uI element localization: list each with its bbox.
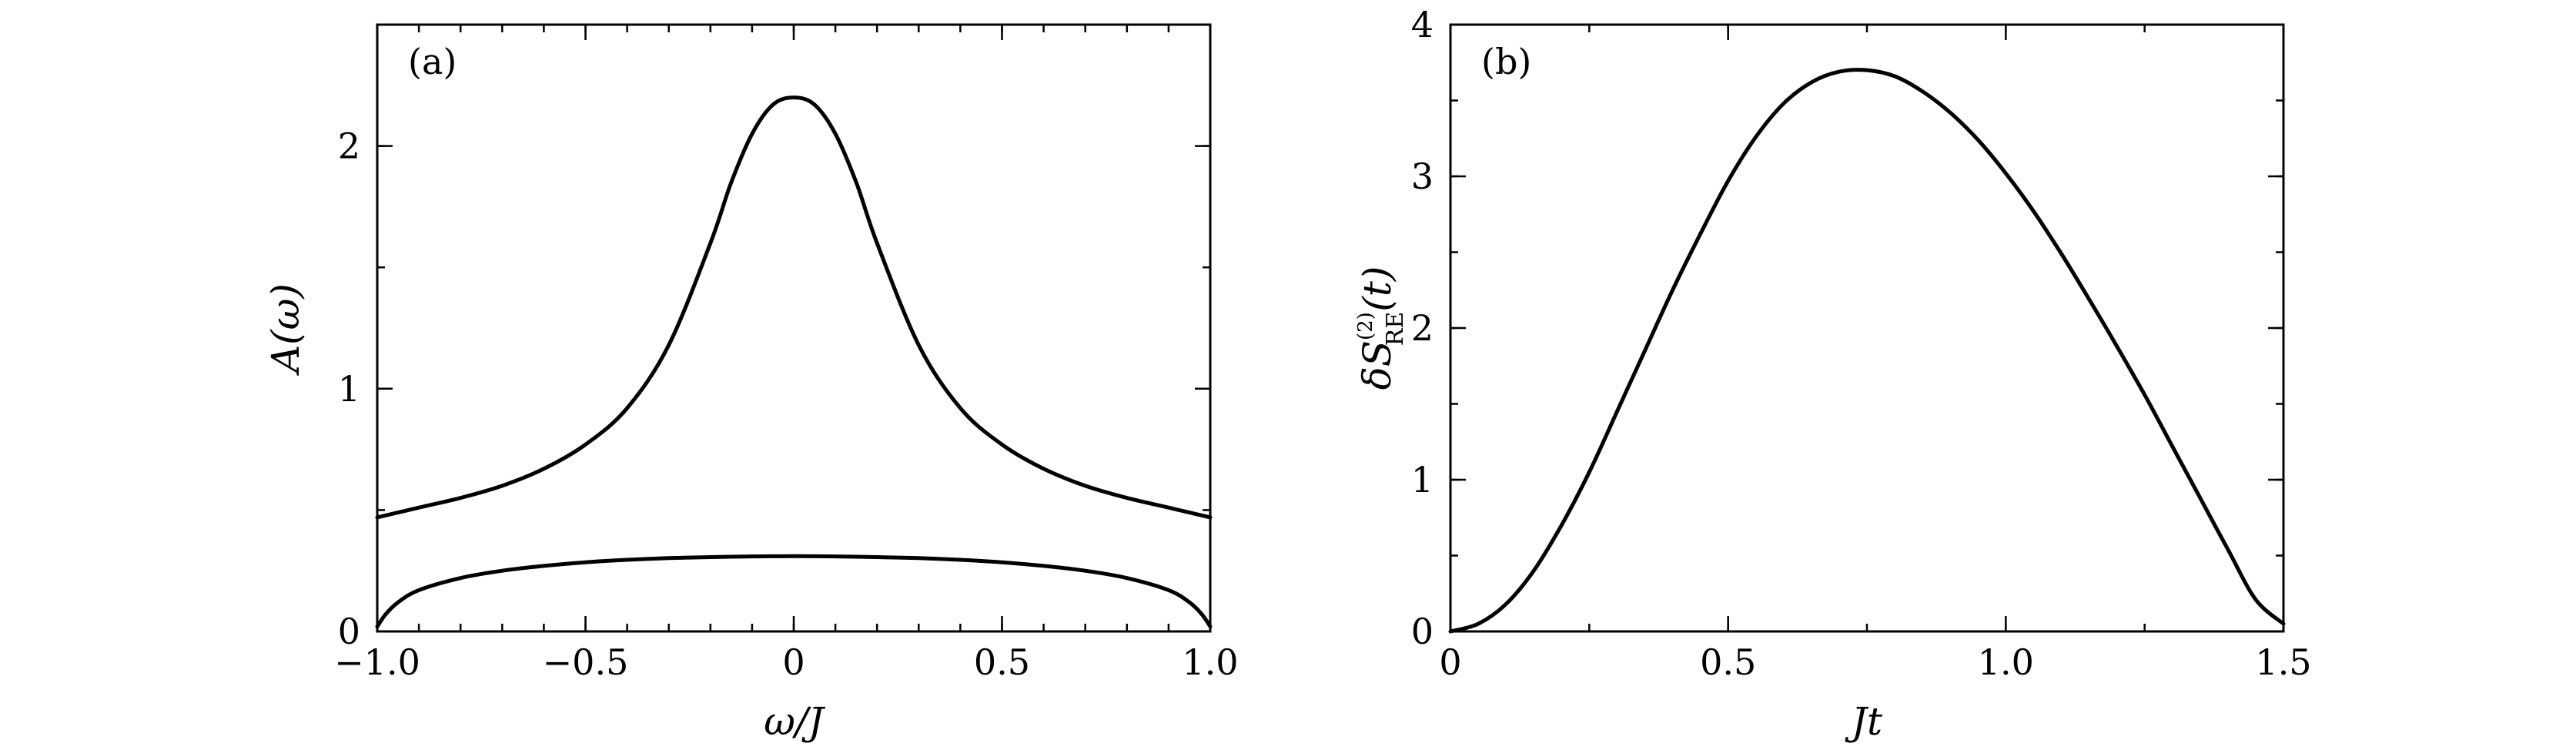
panel-b-y-tick-label: 2: [1411, 307, 1434, 349]
panel-b-y-label-sub: RE: [1382, 312, 1409, 347]
panel-a-y-tick-label: 2: [338, 126, 360, 167]
panel-a-series-line-2: [375, 554, 1213, 629]
panel-a-y-tick-label: 1: [338, 368, 360, 410]
panel-a-x-tick-label: 0: [782, 641, 805, 683]
panel-a-y-axis-label: A(ω): [263, 283, 308, 376]
panel-b-x-tick-label: 0: [1439, 641, 1461, 683]
panel-b-label: (b): [1481, 41, 1531, 82]
panel-a-x-tick-label: 1.0: [1182, 641, 1238, 683]
panel-a-curves: [375, 95, 1213, 629]
panel-a-series-line-1: [375, 95, 1213, 520]
panel-b-curves: [1448, 68, 2286, 634]
panel-b: (b) 0 0.5 1.0 1.5 0 1 2 3 4 Jt δS(2) RE(t): [1354, 4, 2312, 744]
panel-b-frame: [1449, 23, 2285, 633]
panel-b-y-tick-label: 0: [1411, 611, 1434, 652]
panel-b-y-axis-label: δS(2) RE(t): [1354, 266, 1409, 390]
panel-a-y-tick-label: 0: [338, 611, 360, 652]
panel-b-x-tick-label: 1.0: [1978, 641, 2034, 683]
panel-b-y-label-tail: (t): [1355, 266, 1400, 312]
panel-a-label: (a): [408, 41, 457, 82]
panel-b-x-ticks: 0 0.5 1.0 1.5: [1439, 25, 2312, 683]
panel-b-y-ticks: 0 1 2 3 4: [1411, 4, 2283, 652]
panel-b-y-tick-label: 4: [1411, 4, 1434, 45]
panel-a-x-tick-label: −0.5: [543, 641, 629, 683]
panel-b-x-tick-label: 1.5: [2255, 641, 2311, 683]
panel-b-series-line-1: [1448, 68, 2286, 634]
panel-b-y-tick-label: 3: [1411, 156, 1434, 197]
panel-a-frame: [376, 23, 1212, 633]
panel-b-x-tick-label: 0.5: [1700, 641, 1756, 683]
panel-b-y-tick-label: 1: [1411, 459, 1434, 501]
panel-a-x-axis-label: ω/J: [764, 699, 826, 744]
panel-b-y-label-main: δS: [1355, 340, 1400, 390]
panel-b-y-label-sup: (2): [1354, 312, 1377, 340]
panel-a-x-ticks: −1.0 −0.5 0 0.5 1.0: [334, 25, 1239, 683]
panel-a: (a) −1.0 −0.5 0 0.5 1.0 0 1 2 ω/J A(ω): [263, 23, 1239, 744]
panel-a-y-ticks: 0 1 2: [338, 23, 1210, 652]
panel-a-x-tick-label: −1.0: [334, 641, 420, 683]
panel-a-x-tick-label: 0.5: [974, 641, 1030, 683]
panel-b-x-axis-label: Jt: [1845, 699, 1883, 744]
